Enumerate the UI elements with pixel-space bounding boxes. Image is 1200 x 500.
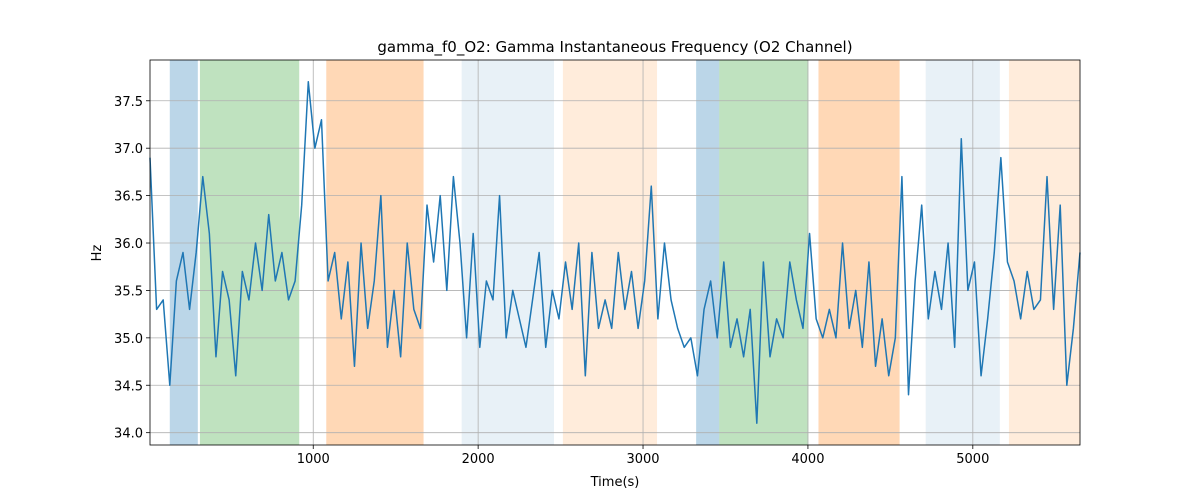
x-tick-label: 2000 (462, 452, 495, 467)
shaded-span (696, 60, 720, 445)
x-tick-label: 4000 (791, 452, 824, 467)
x-tick-label: 5000 (956, 452, 989, 467)
chart-title: gamma_f0_O2: Gamma Instantaneous Frequen… (377, 38, 852, 57)
y-tick-label: 34.0 (114, 427, 143, 442)
shaded-span (818, 60, 900, 445)
x-axis-label: Time(s) (590, 475, 640, 490)
shaded-span (719, 60, 809, 445)
y-tick-label: 36.0 (114, 237, 143, 252)
x-tick-label: 3000 (626, 452, 659, 467)
y-tick-label: 37.0 (114, 142, 143, 157)
shaded-span (199, 60, 300, 445)
shaded-span (169, 60, 198, 445)
y-tick-label: 37.5 (114, 95, 143, 110)
y-tick-label: 35.5 (114, 284, 143, 299)
data-line (149, 81, 1081, 424)
plot-frame (149, 59, 1081, 446)
shaded-span (326, 60, 424, 445)
shaded-span (925, 60, 1000, 445)
y-tick-label: 35.0 (114, 332, 143, 347)
y-axis-label: Hz (90, 245, 105, 262)
shaded-span (1008, 60, 1080, 445)
y-tick-label: 34.5 (114, 379, 143, 394)
y-tick-label: 36.5 (114, 190, 143, 205)
x-tick-label: 1000 (297, 452, 330, 467)
shaded-span (461, 60, 554, 445)
